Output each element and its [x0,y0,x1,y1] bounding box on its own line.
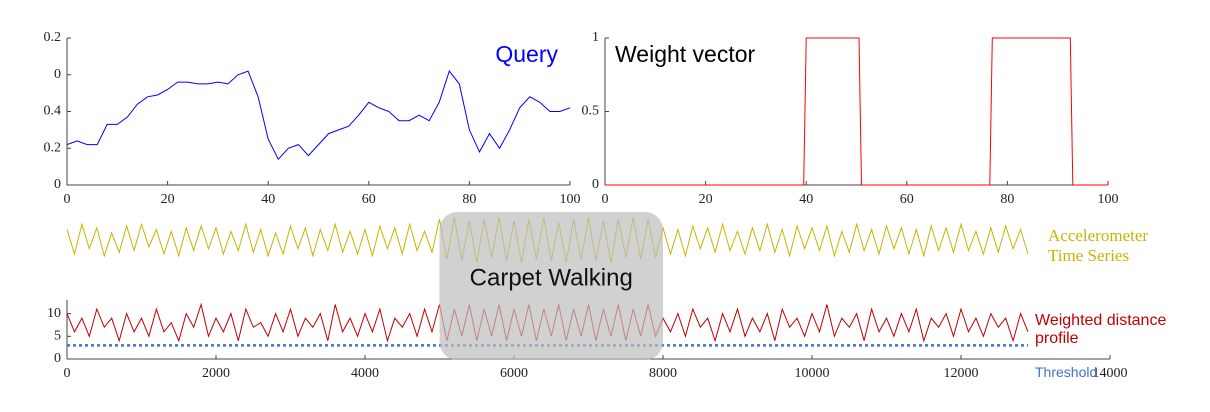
y-tick-label: 5 [54,329,61,344]
y-tick-label: 0.4 [44,104,62,119]
x-tick-label: 100 [1098,192,1119,207]
y-tick-label: 0 [54,67,61,82]
x-tick-label: 80 [1000,192,1014,207]
x-tick-label: 40 [261,192,275,207]
series-line [66,70,571,161]
highlight-label: Carpet Walking [470,264,633,291]
y-tick-label: 0 [592,177,599,192]
distance-label: Weighted distance profile [1035,312,1167,347]
x-tick-label: 12000 [944,366,979,381]
x-tick-label: 14000 [1093,366,1128,381]
x-tick-label: 20 [161,192,175,207]
chart-title: Weight vector [615,41,756,67]
x-tick-label: 0 [64,192,71,207]
chart-title: Query [495,41,558,67]
x-tick-label: 0 [602,192,609,207]
y-tick-label: 0.2 [44,140,62,155]
y-tick-label: 0 [54,351,61,366]
y-tick-label: 1 [592,30,599,45]
x-tick-label: 60 [362,192,376,207]
x-tick-label: 0 [64,366,71,381]
x-tick-label: 10000 [795,366,830,381]
x-tick-label: 8000 [649,366,677,381]
x-tick-label: 40 [799,192,813,207]
x-tick-label: 60 [900,192,914,207]
x-tick-label: 80 [462,192,476,207]
series-line [605,37,1108,186]
y-tick-label: 0.5 [582,104,600,119]
x-tick-label: 2000 [202,366,230,381]
x-tick-label: 4000 [351,366,379,381]
x-tick-label: 100 [560,192,581,207]
x-tick-label: 6000 [500,366,528,381]
threshold-label: Threshold [1035,364,1098,380]
y-tick-label: 0 [54,177,61,192]
accelerometer-label: Accelerometer Time Series [1048,226,1149,265]
y-tick-label: 10 [47,306,61,321]
y-tick-label: 0.2 [44,30,62,45]
x-tick-label: 20 [699,192,713,207]
highlight-region [439,212,663,360]
